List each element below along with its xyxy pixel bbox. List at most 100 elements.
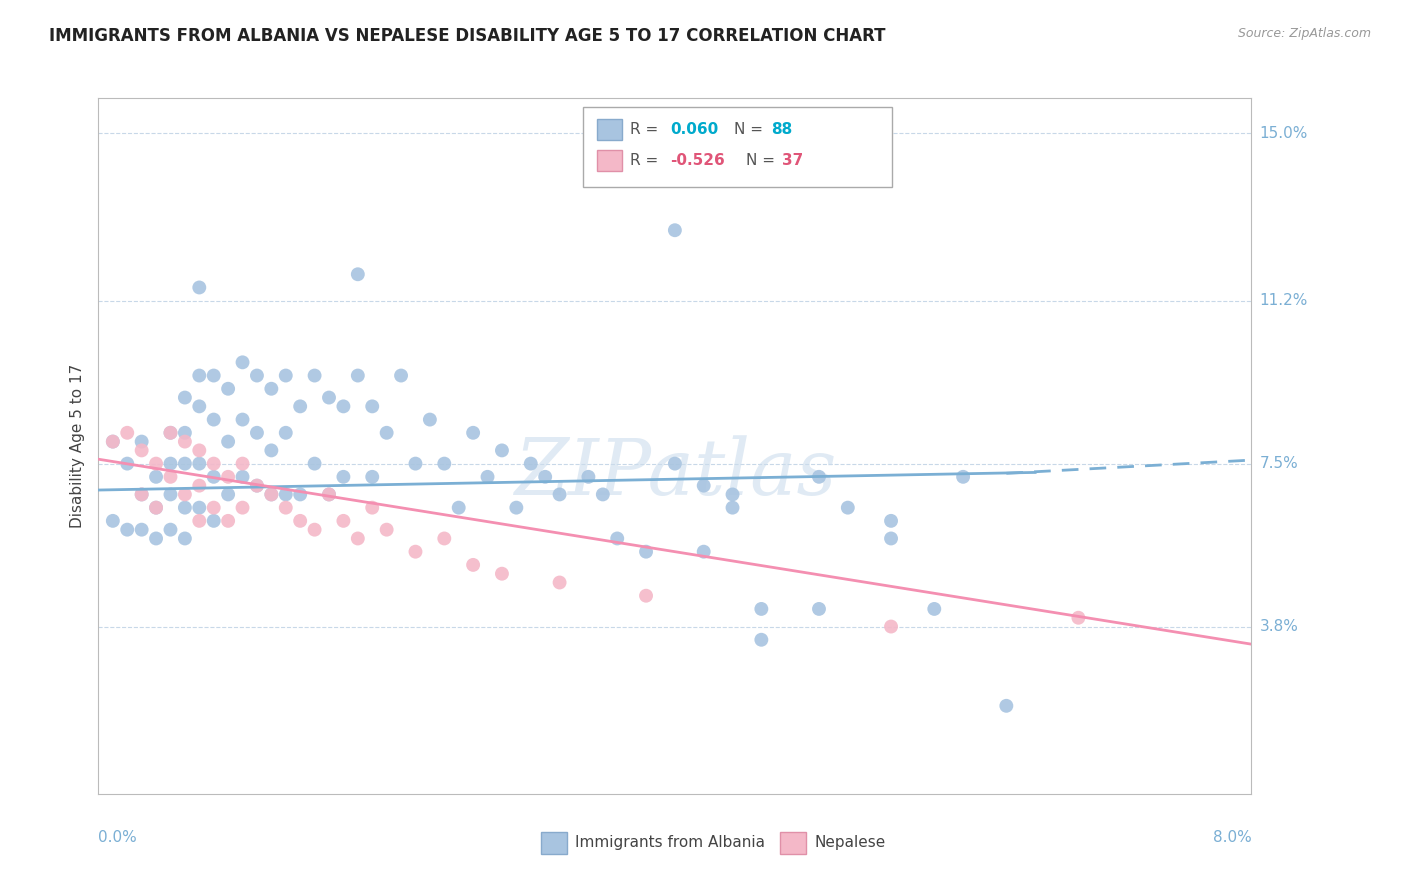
Point <box>447 500 470 515</box>
Point <box>721 487 744 501</box>
Point <box>217 487 239 501</box>
Text: ZIPatlas: ZIPatlas <box>513 435 837 512</box>
Point <box>231 355 254 369</box>
Point <box>491 566 513 581</box>
Text: Nepalese: Nepalese <box>814 836 886 850</box>
Text: 7.5%: 7.5% <box>1260 456 1299 471</box>
Text: 11.2%: 11.2% <box>1260 293 1308 308</box>
Point <box>664 223 686 237</box>
Point <box>461 425 484 440</box>
Point <box>117 457 138 471</box>
Point <box>202 470 225 484</box>
Point <box>693 544 716 558</box>
Point <box>578 470 600 484</box>
Point <box>332 400 354 414</box>
Point <box>188 280 211 294</box>
Point <box>995 698 1018 713</box>
Point <box>188 457 211 471</box>
Point <box>131 523 153 537</box>
Point <box>188 514 211 528</box>
Point <box>101 514 124 528</box>
Point <box>304 368 326 383</box>
Point <box>231 500 254 515</box>
Point <box>304 523 326 537</box>
Point <box>274 425 297 440</box>
Text: 3.8%: 3.8% <box>1260 619 1299 634</box>
Point <box>217 470 239 484</box>
Point <box>188 400 211 414</box>
Point <box>433 457 456 471</box>
Point <box>131 487 153 501</box>
Point <box>721 500 744 515</box>
Point <box>332 514 354 528</box>
Point <box>751 602 773 616</box>
Point <box>807 470 830 484</box>
Point <box>433 532 456 546</box>
Point <box>131 487 153 501</box>
Point <box>217 514 239 528</box>
Point <box>246 425 269 440</box>
Point <box>491 443 513 458</box>
Text: R =: R = <box>630 122 664 136</box>
Point <box>274 368 297 383</box>
Text: 37: 37 <box>782 153 804 168</box>
Point <box>260 487 283 501</box>
Point <box>202 457 225 471</box>
Point <box>174 457 197 471</box>
Point <box>231 457 254 471</box>
Point <box>505 500 527 515</box>
Point <box>231 412 254 426</box>
Point <box>174 487 197 501</box>
Point <box>837 500 859 515</box>
Point <box>636 544 658 558</box>
Point <box>117 425 138 440</box>
Point <box>145 457 167 471</box>
Point <box>145 532 167 546</box>
Point <box>202 412 225 426</box>
Point <box>318 391 340 405</box>
Point <box>260 487 283 501</box>
Point <box>202 368 225 383</box>
Point <box>318 487 340 501</box>
Point <box>274 487 297 501</box>
Point <box>159 523 181 537</box>
Point <box>1067 611 1090 625</box>
Point <box>159 457 181 471</box>
Point <box>405 457 427 471</box>
Point <box>519 457 541 471</box>
Text: Source: ZipAtlas.com: Source: ZipAtlas.com <box>1237 27 1371 40</box>
Point <box>389 368 412 383</box>
Point <box>693 478 716 492</box>
Point <box>131 443 153 458</box>
Point <box>461 558 484 572</box>
Point <box>361 500 384 515</box>
Point <box>664 457 686 471</box>
Point <box>375 425 398 440</box>
Point <box>217 434 239 449</box>
Point <box>145 500 167 515</box>
Point <box>246 368 269 383</box>
Point <box>332 470 354 484</box>
Point <box>477 470 499 484</box>
Point <box>924 602 946 616</box>
Point <box>346 368 368 383</box>
Point <box>246 478 269 492</box>
Point <box>290 400 312 414</box>
Point <box>290 487 312 501</box>
Text: 0.0%: 0.0% <box>98 830 138 845</box>
Point <box>405 544 427 558</box>
Text: 15.0%: 15.0% <box>1260 126 1308 141</box>
Text: IMMIGRANTS FROM ALBANIA VS NEPALESE DISABILITY AGE 5 TO 17 CORRELATION CHART: IMMIGRANTS FROM ALBANIA VS NEPALESE DISA… <box>49 27 886 45</box>
Point <box>202 500 225 515</box>
Point <box>548 575 571 590</box>
Point <box>274 500 297 515</box>
Point <box>159 425 181 440</box>
Point <box>188 478 211 492</box>
Point <box>159 487 181 501</box>
Text: 8.0%: 8.0% <box>1212 830 1251 845</box>
Point <box>174 425 197 440</box>
Point <box>159 425 181 440</box>
Point <box>159 470 181 484</box>
Text: N =: N = <box>734 122 768 136</box>
Point <box>145 500 167 515</box>
